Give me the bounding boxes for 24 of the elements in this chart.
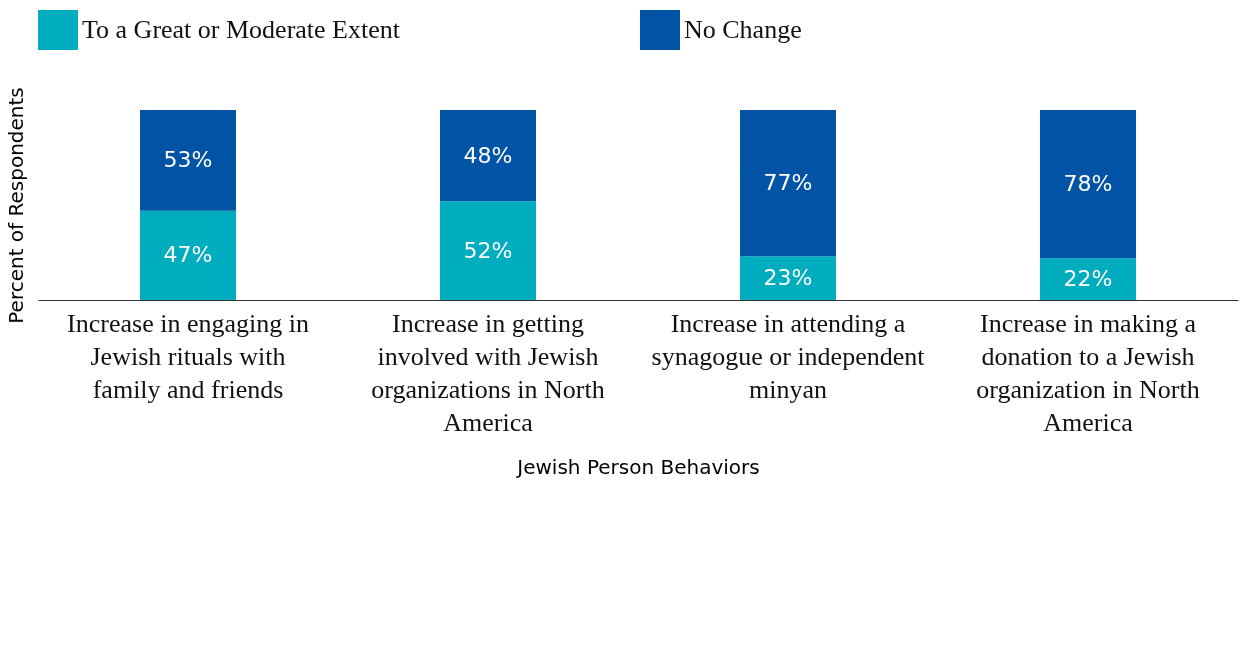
data-label: 77% <box>763 170 813 196</box>
bar <box>740 256 836 300</box>
bar <box>440 110 536 202</box>
bar <box>740 110 836 257</box>
legend-label: To a Great or Moderate Extent <box>82 15 401 44</box>
data-label: 23% <box>763 265 813 291</box>
y-axis-title: Percent of Respondents <box>3 87 28 324</box>
bar <box>140 110 236 211</box>
bar <box>1040 258 1136 300</box>
x-tick-label: Increase in making a donation to a Jewish organization in North America <box>976 308 1200 437</box>
x-tick-label: Increase in getting involved with Jewish organizations in North America <box>371 308 605 437</box>
legend-label: No Change <box>684 15 802 44</box>
data-label: 48% <box>463 142 513 168</box>
bar <box>140 210 236 300</box>
data-label: 47% <box>163 242 213 268</box>
bar <box>1040 110 1136 259</box>
x-axis-title: Jewish Person Behaviors <box>515 454 760 479</box>
bar <box>440 201 536 300</box>
data-label: 78% <box>1063 171 1113 197</box>
data-label: 53% <box>163 147 213 173</box>
x-tick-label: Increase in attending a synagogue or independent minyan <box>651 308 926 404</box>
x-tick-label: Increase in engaging in Jewish rituals with family and friends <box>67 308 309 404</box>
data-label: 22% <box>1063 266 1113 292</box>
data-label: 52% <box>463 237 513 263</box>
